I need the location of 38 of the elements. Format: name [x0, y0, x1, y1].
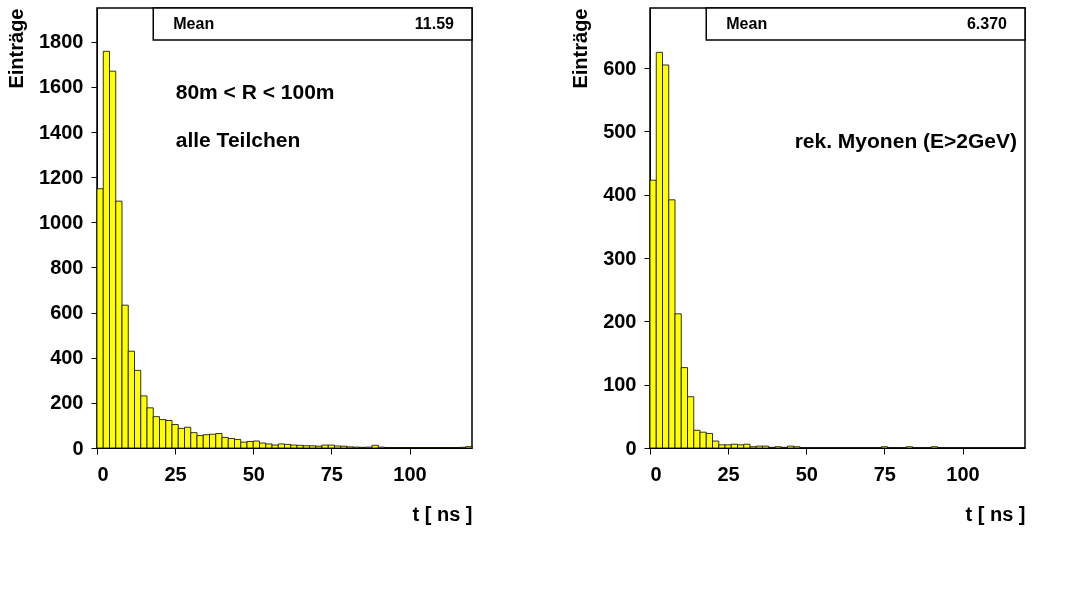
- annotation: 11.59: [414, 15, 455, 32]
- y-tick-label: 400: [603, 183, 637, 206]
- y-tick-label: 500: [603, 119, 637, 142]
- x-tick-label: 25: [717, 462, 740, 485]
- x-tick-label: 75: [320, 462, 343, 485]
- x-axis-title: t [ ns ]: [412, 502, 473, 525]
- y-tick-label: 300: [603, 246, 637, 269]
- x-tick-label: 100: [393, 462, 427, 485]
- y-tick-label: 1600: [39, 75, 84, 98]
- annotation: 80m < R < 100m: [175, 80, 335, 103]
- y-tick-label: 800: [50, 255, 84, 278]
- annotation: Mean: [726, 15, 768, 32]
- y-tick-label: 100: [603, 373, 637, 396]
- x-tick-label: 0: [650, 462, 662, 485]
- x-axis-title: t [ ns ]: [965, 502, 1026, 525]
- y-tick-label: 400: [50, 346, 84, 369]
- y-tick-label: 600: [50, 301, 84, 324]
- y-tick-label: 1400: [39, 120, 84, 143]
- x-tick-label: 50: [795, 462, 818, 485]
- annotation: alle Teilchen: [175, 128, 301, 151]
- x-tick-label: 0: [97, 462, 109, 485]
- x-tick-label: 100: [946, 462, 980, 485]
- annotation: Mean: [173, 15, 215, 32]
- y-tick-label: 200: [603, 309, 637, 332]
- y-tick-label: 600: [603, 56, 637, 79]
- y-tick-label: 1800: [39, 30, 84, 53]
- annotation: rek. Myonen (E>2GeV): [794, 129, 1017, 152]
- x-tick-label: 50: [242, 462, 265, 485]
- annotation: 6.370: [966, 15, 1008, 32]
- x-tick-label: 75: [873, 462, 896, 485]
- y-tick-label: 0: [625, 436, 637, 459]
- y-tick-label: 0: [72, 436, 84, 459]
- y-axis-title: Einträge: [569, 8, 592, 89]
- y-tick-label: 200: [50, 391, 84, 414]
- y-axis-title: Einträge: [5, 8, 28, 89]
- x-tick-label: 25: [164, 462, 187, 485]
- y-tick-label: 1200: [39, 165, 84, 188]
- y-tick-label: 1000: [39, 210, 84, 233]
